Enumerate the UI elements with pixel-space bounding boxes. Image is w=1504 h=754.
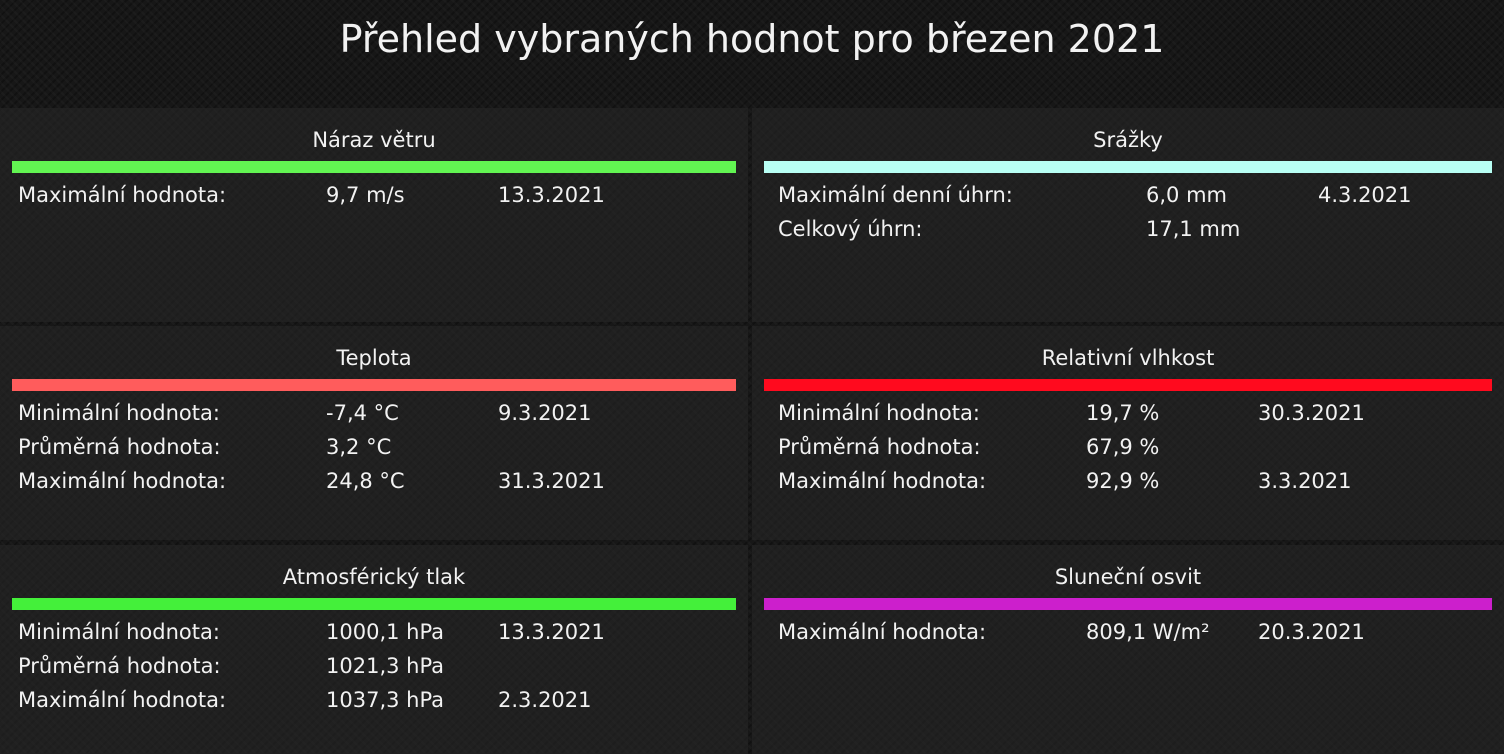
row-value: 92,9 % bbox=[1086, 469, 1160, 493]
data-row: Maximální hodnota: 9,7 m/s 13.3.2021 bbox=[0, 183, 748, 211]
row-value: 6,0 mm bbox=[1146, 183, 1227, 207]
row-label: Minimální hodnota: bbox=[18, 401, 220, 425]
data-row: Maximální denní úhrn: 6,0 mm 4.3.2021 bbox=[752, 183, 1504, 211]
panel-title: Sluneční osvit bbox=[1054, 565, 1202, 589]
row-label: Minimální hodnota: bbox=[778, 401, 980, 425]
row-label: Minimální hodnota: bbox=[18, 620, 220, 644]
panel: Teplota Minimální hodnota: -7,4 °C 9.3.2021… bbox=[0, 326, 748, 540]
row-label: Maximální hodnota: bbox=[778, 469, 987, 493]
row-label: Maximální hodnota: bbox=[778, 620, 987, 644]
data-row: Maximální hodnota: 1037,3 hPa 2.3.2021 bbox=[0, 688, 748, 716]
row-label: Maximální hodnota: bbox=[18, 183, 227, 207]
row-value: 1021,3 hPa bbox=[326, 654, 445, 678]
color-bar bbox=[12, 379, 736, 391]
row-date: 30.3.2021 bbox=[1258, 401, 1365, 425]
row-label: Maximální denní úhrn: bbox=[778, 183, 1013, 207]
row-value: 1000,1 hPa bbox=[326, 620, 445, 644]
row-value: 1037,3 hPa bbox=[326, 688, 445, 712]
data-row: Minimální hodnota: -7,4 °C 9.3.2021 bbox=[0, 401, 748, 429]
row-date: 4.3.2021 bbox=[1318, 183, 1412, 207]
row-value: 9,7 m/s bbox=[326, 183, 405, 207]
panel-grid: Náraz větru Maximální hodnota: 9,7 m/s 13.3… bbox=[0, 104, 1504, 754]
color-bar bbox=[764, 379, 1492, 391]
row-value: 3,2 °C bbox=[326, 435, 392, 459]
row-date: 13.3.2021 bbox=[498, 183, 605, 207]
row-date: 20.3.2021 bbox=[1258, 620, 1365, 644]
panel-title: Relativní vlhkost bbox=[1041, 346, 1215, 370]
row-value: -7,4 °C bbox=[326, 401, 399, 425]
panel: Náraz větru Maximální hodnota: 9,7 m/s 13.3… bbox=[0, 108, 748, 322]
row-value: 809,1 W/m² bbox=[1086, 620, 1210, 644]
data-row: Průměrná hodnota: 67,9 % bbox=[752, 435, 1504, 463]
panel: Atmosférický tlak Minimální hodnota: 1000,… bbox=[0, 545, 748, 754]
data-row: Minimální hodnota: 19,7 % 30.3.2021 bbox=[752, 401, 1504, 429]
row-date: 9.3.2021 bbox=[498, 401, 592, 425]
panel-title: Atmosférický tlak bbox=[282, 565, 466, 589]
color-bar bbox=[12, 598, 736, 610]
row-date: 13.3.2021 bbox=[498, 620, 605, 644]
data-row: Maximální hodnota: 24,8 °C 31.3.2021 bbox=[0, 469, 748, 497]
row-value: 67,9 % bbox=[1086, 435, 1160, 459]
row-label: Průměrná hodnota: bbox=[778, 435, 981, 459]
data-row: Průměrná hodnota: 1021,3 hPa bbox=[0, 654, 748, 682]
row-date: 31.3.2021 bbox=[498, 469, 605, 493]
data-row: Maximální hodnota: 92,9 % 3.3.2021 bbox=[752, 469, 1504, 497]
panel: Srážky Maximální denní úhrn: 6,0 mm 4.3.202… bbox=[752, 108, 1504, 322]
data-row: Maximální hodnota: 809,1 W/m² 20.3.2021 bbox=[752, 620, 1504, 648]
row-value: 19,7 % bbox=[1086, 401, 1160, 425]
row-label: Průměrná hodnota: bbox=[18, 654, 221, 678]
row-label: Maximální hodnota: bbox=[18, 469, 227, 493]
data-row: Celkový úhrn: 17,1 mm bbox=[752, 217, 1504, 245]
row-value: 24,8 °C bbox=[326, 469, 405, 493]
panel-title: Srážky bbox=[1093, 128, 1163, 152]
panel: Sluneční osvit Maximální hodnota: 809,1 W/… bbox=[752, 545, 1504, 754]
row-label: Maximální hodnota: bbox=[18, 688, 227, 712]
color-bar bbox=[764, 161, 1492, 173]
page-title: Přehled vybraných hodnot pro březen 2021 bbox=[339, 17, 1165, 61]
panel-title: Náraz větru bbox=[312, 128, 436, 152]
panel: Relativní vlhkost Minimální hodnota: 19,7 … bbox=[752, 326, 1504, 540]
color-bar bbox=[12, 161, 736, 173]
panel-title: Teplota bbox=[336, 346, 412, 370]
row-label: Průměrná hodnota: bbox=[18, 435, 221, 459]
data-row: Minimální hodnota: 1000,1 hPa 13.3.2021 bbox=[0, 620, 748, 648]
row-value: 17,1 mm bbox=[1146, 217, 1241, 241]
color-bar bbox=[764, 598, 1492, 610]
data-row: Průměrná hodnota: 3,2 °C bbox=[0, 435, 748, 463]
row-label: Celkový úhrn: bbox=[778, 217, 923, 241]
row-date: 2.3.2021 bbox=[498, 688, 592, 712]
row-date: 3.3.2021 bbox=[1258, 469, 1352, 493]
